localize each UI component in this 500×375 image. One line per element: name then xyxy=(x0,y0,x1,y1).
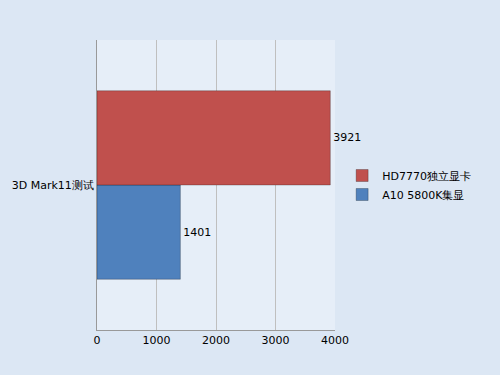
svg-text:1000: 1000 xyxy=(143,334,171,347)
svg-text:3000: 3000 xyxy=(262,334,290,347)
svg-text:3D Mark11测试: 3D Mark11测试 xyxy=(12,179,94,192)
svg-text:HD7770独立显卡: HD7770独立显卡 xyxy=(382,170,471,183)
svg-text:1401: 1401 xyxy=(183,226,211,239)
svg-text:3921: 3921 xyxy=(333,131,361,144)
svg-text:2000: 2000 xyxy=(202,334,230,347)
svg-text:A10 5800K集显: A10 5800K集显 xyxy=(382,189,464,202)
svg-text:0: 0 xyxy=(94,334,101,347)
svg-text:4000: 4000 xyxy=(321,334,349,347)
